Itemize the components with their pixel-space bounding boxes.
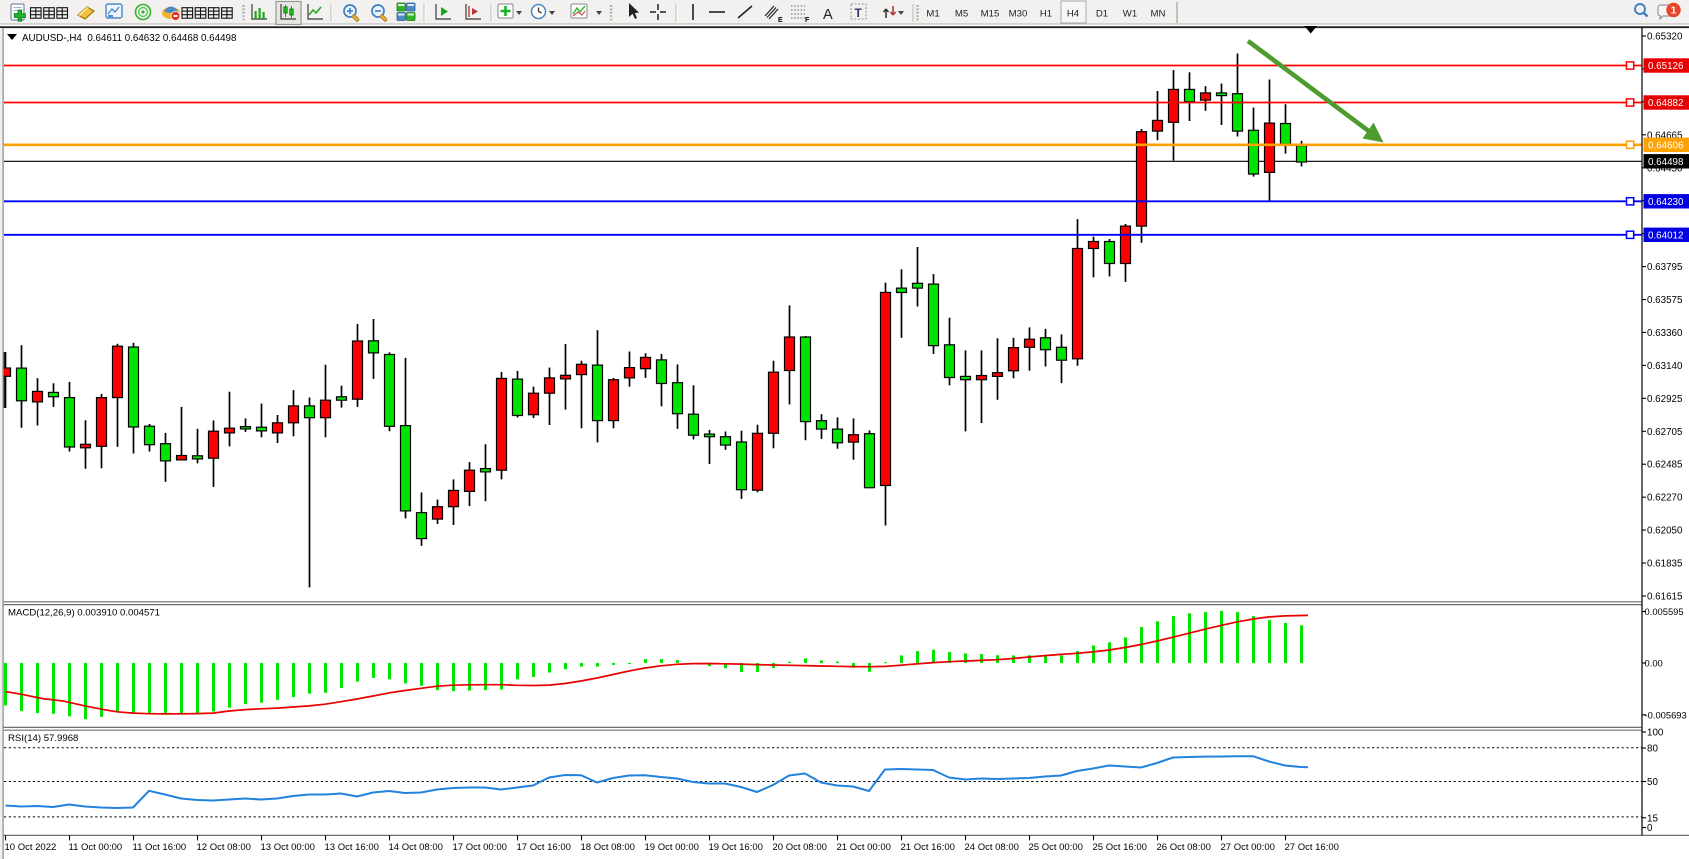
svg-text:0.62270: 0.62270 [1647,493,1683,504]
svg-text:M1: M1 [926,9,939,20]
svg-text:25 Oct 16:00: 25 Oct 16:00 [1093,842,1147,853]
svg-text:0.61835: 0.61835 [1647,559,1683,570]
svg-text:10 Oct 2022: 10 Oct 2022 [5,842,57,853]
svg-text:D1: D1 [1096,9,1108,20]
svg-text:0.62705: 0.62705 [1647,427,1683,438]
svg-text:100: 100 [1647,728,1664,739]
svg-text:MACD(12,26,9) 0.003910 0.00457: MACD(12,26,9) 0.003910 0.004571 [8,608,160,619]
svg-text:0.65320: 0.65320 [1647,32,1683,43]
svg-text:0.63140: 0.63140 [1647,361,1683,372]
svg-text:0.65126: 0.65126 [1648,61,1684,72]
svg-text:0.64012: 0.64012 [1648,230,1683,241]
svg-text:M5: M5 [955,9,968,20]
svg-text:14 Oct 08:00: 14 Oct 08:00 [389,842,443,853]
svg-text:0.63360: 0.63360 [1647,328,1683,339]
svg-text:F: F [805,17,810,24]
svg-text:M30: M30 [1009,9,1028,20]
svg-text:17 Oct 16:00: 17 Oct 16:00 [517,842,571,853]
svg-text:RSI(14) 57.9968: RSI(14) 57.9968 [8,733,78,744]
svg-text:0.64665: 0.64665 [1647,130,1683,141]
svg-text:H4: H4 [1067,9,1080,20]
svg-text:17 Oct 00:00: 17 Oct 00:00 [453,842,507,853]
svg-text:0.64498: 0.64498 [1648,157,1684,168]
svg-text:1: 1 [1671,5,1677,17]
svg-text:0.63795: 0.63795 [1647,262,1683,273]
svg-text:27 Oct 16:00: 27 Oct 16:00 [1285,842,1339,853]
svg-text:15: 15 [1647,813,1658,824]
svg-text:27 Oct 00:00: 27 Oct 00:00 [1221,842,1275,853]
svg-text:80: 80 [1647,744,1658,755]
svg-text:0: 0 [1647,823,1653,834]
svg-text:-0.005693: -0.005693 [1645,709,1687,720]
svg-text:M15: M15 [981,9,1000,20]
svg-text:0.00: 0.00 [1645,658,1663,669]
svg-text:20 Oct 08:00: 20 Oct 08:00 [773,842,827,853]
svg-text:19 Oct 16:00: 19 Oct 16:00 [709,842,763,853]
svg-text:MN: MN [1151,9,1166,20]
svg-text:12 Oct 08:00: 12 Oct 08:00 [197,842,251,853]
svg-text:11 Oct 16:00: 11 Oct 16:00 [133,842,187,853]
svg-text:0.63575: 0.63575 [1647,295,1683,306]
svg-text:0.64882: 0.64882 [1648,98,1683,109]
svg-text:0.62050: 0.62050 [1647,526,1683,537]
svg-text:H1: H1 [1040,9,1052,20]
svg-text:50: 50 [1647,777,1658,788]
svg-text:0.005595: 0.005595 [1645,606,1684,617]
svg-text:W1: W1 [1123,9,1137,20]
svg-text:0.62485: 0.62485 [1647,460,1683,471]
svg-text:21 Oct 16:00: 21 Oct 16:00 [901,842,955,853]
svg-text:0.64606: 0.64606 [1648,140,1684,151]
svg-text:T: T [855,6,863,20]
svg-text:26 Oct 08:00: 26 Oct 08:00 [1157,842,1211,853]
svg-text:0.62925: 0.62925 [1647,394,1683,405]
svg-text:AUDUSD-,H4 0.64611 0.64632 0.: AUDUSD-,H4 0.64611 0.64632 0.64468 0.644… [22,33,237,44]
svg-text:11 Oct 00:00: 11 Oct 00:00 [69,842,123,853]
svg-text:0.64450: 0.64450 [1647,163,1683,174]
svg-text:A: A [823,7,833,23]
svg-text:25 Oct 00:00: 25 Oct 00:00 [1029,842,1083,853]
svg-text:0.61615: 0.61615 [1647,591,1683,602]
svg-text:21 Oct 00:00: 21 Oct 00:00 [837,842,891,853]
svg-text:18 Oct 08:00: 18 Oct 08:00 [581,842,635,853]
svg-text:0.64230: 0.64230 [1648,197,1684,208]
svg-text:13 Oct 16:00: 13 Oct 16:00 [325,842,379,853]
svg-text:13 Oct 00:00: 13 Oct 00:00 [261,842,315,853]
svg-text:E: E [778,17,783,24]
svg-text:24 Oct 08:00: 24 Oct 08:00 [965,842,1019,853]
svg-text:19 Oct 00:00: 19 Oct 00:00 [645,842,699,853]
